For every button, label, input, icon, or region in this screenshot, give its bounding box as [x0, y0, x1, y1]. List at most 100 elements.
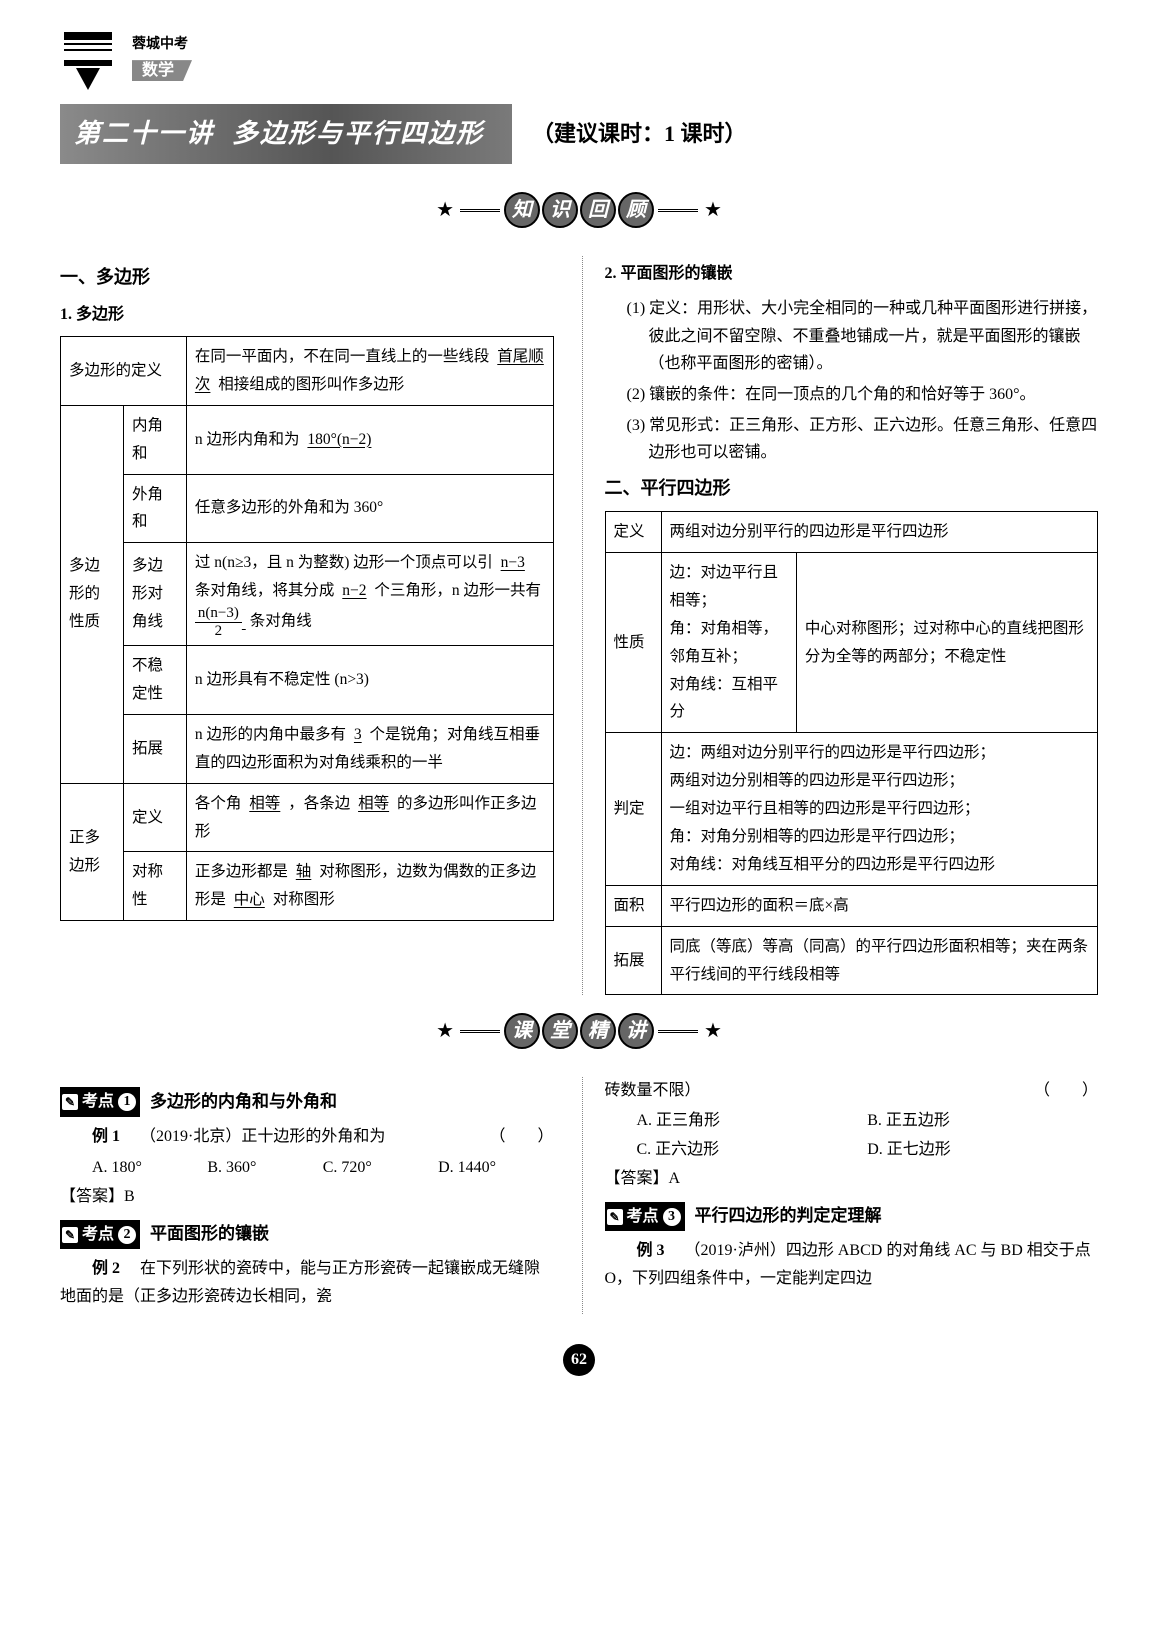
example-2-options: A. 正三角形 B. 正五边形 C. 正六边形 D. 正七边形 — [637, 1107, 1099, 1163]
cell-interior-body: n 边形内角和为 180°(n−2) — [186, 405, 553, 474]
bubble-char: 顾 — [618, 192, 654, 228]
col-left: 一、多边形 1. 多边形 多边形的定义 在同一平面内，不在同一直线上的一些线段 … — [60, 256, 554, 995]
blank-fill: n−2 — [338, 582, 370, 599]
pcell-judge-body: 边：两组对边分别平行的四边形是平行四边形； 两组对边分别相等的四边形是平行四边形… — [661, 733, 1098, 885]
option-c: C. 正六边形 — [637, 1136, 868, 1163]
person-icon: ✎ — [62, 1227, 78, 1243]
brand-text: 蓉城中考 — [132, 36, 192, 51]
bubble-char: 讲 — [618, 1013, 654, 1049]
cell-ext-body: 任意多边形的外角和为 360° — [186, 474, 553, 543]
blank-fill: 相等 — [354, 795, 393, 812]
cell-symmetry-body: 正多边形都是 轴 对称图形，边数为偶数的正多边形是 中心 对称图形 — [186, 852, 553, 921]
lecture-banner: 第二十一讲 多边形与平行四边形 （建议课时：1 课时） — [60, 104, 1098, 164]
example-2: 例 2 在下列形状的瓷砖中，能与正方形瓷砖一起镶嵌成无缝隙地面的是（正多边形瓷砖… — [60, 1255, 554, 1309]
kaodian-badge: ✎ 考点 1 — [60, 1087, 140, 1116]
option-b: B. 正五边形 — [867, 1107, 1098, 1134]
kaodian-num: 1 — [118, 1093, 136, 1111]
example-1-options: A. 180° B. 360° C. 720° D. 1440° — [92, 1154, 554, 1181]
blank-fill: n−3 — [497, 554, 529, 571]
paren-blank: （ ） — [1034, 1077, 1098, 1104]
blank-fill: 轴 — [292, 863, 316, 880]
cell-instability-body: n 边形具有不稳定性 (n>3) — [186, 646, 553, 715]
kaodian-badge: ✎ 考点 3 — [605, 1202, 685, 1231]
blank-fill: 180°(n−2) — [303, 431, 375, 448]
section-banner-lecture: ★ 课 堂 精 讲 ★ — [60, 1013, 1098, 1049]
kaodian-num: 3 — [663, 1208, 681, 1226]
person-icon: ✎ — [62, 1094, 78, 1110]
heading-parallelogram: 二、平行四边形 — [605, 473, 1099, 504]
star-icon: ★ — [704, 193, 722, 227]
table-parallelogram: 定义 两组对边分别平行的四边形是平行四边形 性质 边：对边平行且相等； 角：对角… — [605, 511, 1099, 995]
blank-fill: 中心 — [230, 891, 269, 908]
pcell-area: 面积 — [605, 885, 661, 926]
option-d: D. 1440° — [438, 1154, 553, 1181]
pcell-ext: 拓展 — [605, 926, 661, 995]
option-a: A. 180° — [92, 1154, 207, 1181]
kaodian-title: 平行四边形的判定定理解 — [695, 1202, 882, 1231]
blank-fill: 3 — [350, 726, 366, 743]
section-banner-review: ★ 知 识 回 顾 ★ — [60, 192, 1098, 228]
pcell-props-right: 中心对称图形；过对称中心的直线把图形分为全等的两部分；不稳定性 — [796, 552, 1097, 732]
pcell-props-body: 边：对边平行且相等； 角：对角相等，邻角互补； 对角线：互相平分 — [661, 552, 796, 732]
cell-instability: 不稳定性 — [123, 646, 186, 715]
subitem-1: (1) 定义：用形状、大小完全相同的一种或几种平面图形进行拼接，彼此之间不留空隙… — [627, 295, 1099, 377]
option-b: B. 360° — [207, 1154, 322, 1181]
cell-regular-def-body: 各个角 相等 ，各条边 相等 的多边形叫作正多边形 — [186, 783, 553, 852]
cell-regular-head: 正多边形 — [61, 783, 124, 921]
page-number: 62 — [60, 1344, 1098, 1376]
bubble-char: 精 — [580, 1013, 616, 1049]
subitem-2: (2) 镶嵌的条件：在同一顶点的几个角的和恰好等于 360°。 — [627, 381, 1099, 408]
star-icon: ★ — [436, 193, 454, 227]
bubble-char: 课 — [504, 1013, 540, 1049]
page-header: 蓉城中考 数学 — [60, 30, 1098, 90]
bubble-char: 识 — [542, 192, 578, 228]
cell-def-body: 在同一平面内，不在同一直线上的一些线段 首尾顺次 相接组成的图形叫作多边形 — [186, 336, 553, 405]
kaodian-num: 2 — [118, 1226, 136, 1244]
pcell-props: 性质 — [605, 552, 661, 732]
pcell-area-body: 平行四边形的面积＝底×高 — [661, 885, 1098, 926]
star-icon: ★ — [704, 1014, 722, 1048]
person-icon: ✎ — [607, 1209, 623, 1225]
lecture-columns: ✎ 考点 1 多边形的内角和与外角和 例 1 （2019·北京）正十边形的外角和… — [60, 1077, 1098, 1313]
example-2-cont: 砖数量不限） （ ） — [605, 1077, 1099, 1104]
paren-blank: （ ） — [457, 1123, 553, 1150]
lecture-number: 第二十一讲 — [74, 112, 214, 156]
pcell-def-body: 两组对边分别平行的四边形是平行四边形 — [661, 512, 1098, 553]
kaodian-3: ✎ 考点 3 平行四边形的判定定理解 — [605, 1202, 1099, 1231]
kaodian-badge: ✎ 考点 2 — [60, 1220, 140, 1249]
option-a: A. 正三角形 — [637, 1107, 868, 1134]
pcell-judge: 判定 — [605, 733, 661, 885]
col-right: 2. 平面图形的镶嵌 (1) 定义：用形状、大小完全相同的一种或几种平面图形进行… — [582, 256, 1099, 995]
logo-text-block: 蓉城中考 数学 — [132, 36, 192, 85]
bubble-char: 知 — [504, 192, 540, 228]
example-1-answer: 【答案】B — [60, 1183, 554, 1210]
kaodian-title: 平面图形的镶嵌 — [150, 1220, 269, 1249]
cell-symmetry: 对称性 — [123, 852, 186, 921]
pcell-ext-body: 同底（等底）等高（同高）的平行四边形面积相等；夹在两条平行线间的平行线段相等 — [661, 926, 1098, 995]
item-2: 2. 平面图形的镶嵌 — [605, 260, 1099, 287]
table-polygon: 多边形的定义 在同一平面内，不在同一直线上的一些线段 首尾顺次 相接组成的图形叫… — [60, 336, 554, 921]
cell-ext-angle: 外角和 — [123, 474, 186, 543]
subitem-3: (3) 常见形式：正三角形、正方形、正六边形。任意三角形、任意四边形也可以密铺。 — [627, 412, 1099, 466]
subject-tab: 数学 — [132, 60, 192, 81]
lecture-title: 多边形与平行四边形 — [232, 112, 484, 156]
option-c: C. 720° — [323, 1154, 438, 1181]
example-1: 例 1 （2019·北京）正十边形的外角和为 （ ） — [60, 1123, 554, 1150]
blank-fill: 相等 — [245, 795, 284, 812]
example-2-answer: 【答案】A — [605, 1165, 1099, 1192]
logo-icon — [60, 30, 120, 90]
pcell-def: 定义 — [605, 512, 661, 553]
lecture-hours: （建议课时：1 课时） — [532, 115, 747, 152]
item-1: 1. 多边形 — [60, 301, 554, 328]
option-d: D. 正七边形 — [867, 1136, 1098, 1163]
cell-diagonal: 多边形对角线 — [123, 543, 186, 646]
lecture-left: ✎ 考点 1 多边形的内角和与外角和 例 1 （2019·北京）正十边形的外角和… — [60, 1077, 554, 1313]
bubble-char: 回 — [580, 192, 616, 228]
knowledge-columns: 一、多边形 1. 多边形 多边形的定义 在同一平面内，不在同一直线上的一些线段 … — [60, 256, 1098, 995]
kaodian-2: ✎ 考点 2 平面图形的镶嵌 — [60, 1220, 554, 1249]
kaodian-1: ✎ 考点 1 多边形的内角和与外角和 — [60, 1087, 554, 1116]
cell-props-head: 多边形的性质 — [61, 405, 124, 783]
lecture-right: 砖数量不限） （ ） A. 正三角形 B. 正五边形 C. 正六边形 D. 正七… — [582, 1077, 1099, 1313]
cell-interior-angle: 内角和 — [123, 405, 186, 474]
cell-diagonal-body: 过 n(n≥3，且 n 为整数) 边形一个顶点可以引 n−3 条对角线，将其分成… — [186, 543, 553, 646]
